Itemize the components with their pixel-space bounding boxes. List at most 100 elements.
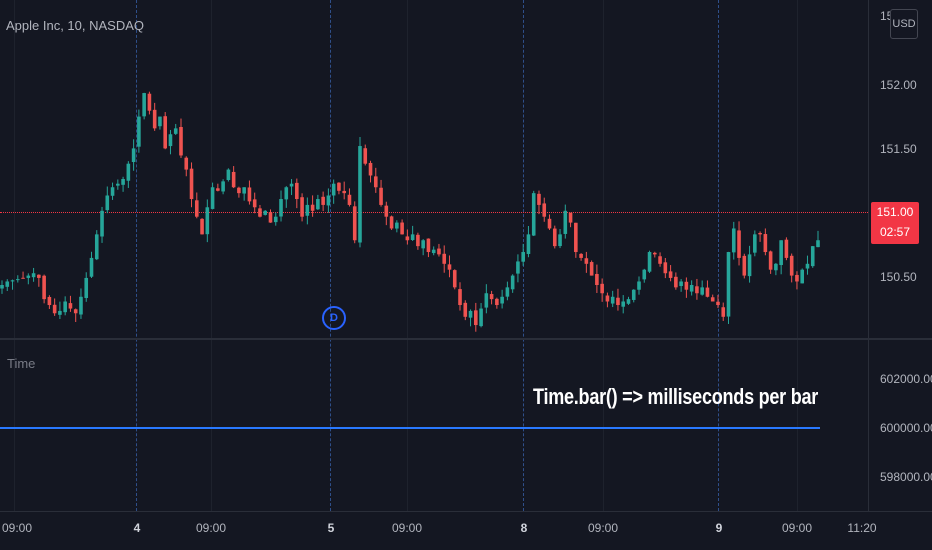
candle-body	[10, 280, 15, 282]
candle-body	[574, 222, 578, 253]
candle-body	[273, 216, 278, 223]
candle-body	[468, 310, 473, 318]
candle-body	[605, 295, 610, 302]
candle-body	[121, 179, 125, 185]
candle-body	[379, 187, 383, 205]
indicator-line[interactable]	[0, 427, 820, 429]
candle-body	[94, 234, 99, 260]
price-label: 151.50	[880, 142, 917, 156]
candle-body	[516, 261, 520, 274]
candle-body	[158, 116, 162, 127]
candle-body	[610, 296, 615, 304]
candle-body	[479, 308, 483, 327]
candle-body	[21, 277, 25, 279]
currency-button[interactable]: USD	[890, 9, 918, 39]
candle-body	[526, 234, 531, 254]
candle-body	[289, 183, 294, 187]
time-axis-label: 9	[715, 521, 723, 535]
candle-body	[505, 287, 510, 297]
candle-body	[584, 258, 589, 264]
candle-body	[674, 276, 678, 288]
candle-body	[268, 212, 273, 223]
time-axis-label: 09:00	[195, 521, 227, 535]
candle-body	[542, 203, 547, 217]
candle-body	[221, 181, 225, 192]
candlestick-series[interactable]	[0, 0, 868, 338]
candle-body	[689, 285, 694, 292]
candle-body	[126, 163, 131, 181]
candle-body	[205, 207, 210, 235]
candle-body	[200, 218, 204, 235]
candle-body	[305, 204, 310, 216]
candle-body	[626, 299, 631, 304]
pane-separator[interactable]	[0, 338, 932, 340]
candle-body	[600, 283, 604, 294]
candle-body	[179, 126, 183, 156]
candle-body	[52, 304, 57, 314]
indicator-scale-label: 598000.00	[880, 470, 932, 484]
candle-body	[210, 187, 215, 209]
candle-body	[552, 228, 557, 247]
price-label: 150.50	[880, 270, 917, 284]
candle-body	[779, 240, 783, 266]
candle-body	[537, 193, 541, 205]
time-axis-label: 09:00	[781, 521, 813, 535]
candle-body	[42, 275, 46, 300]
last-price-line	[0, 212, 868, 213]
candle-body	[321, 196, 325, 205]
candle-body	[400, 222, 404, 235]
candle-body	[194, 200, 199, 217]
candle-body	[784, 239, 789, 258]
candle-body	[389, 216, 394, 229]
candle-body	[231, 171, 236, 188]
candle-body	[137, 116, 141, 147]
candle-body	[347, 194, 352, 205]
symbol-title[interactable]: Apple Inc, 10, NASDAQ	[6, 18, 145, 33]
candle-body	[731, 228, 736, 253]
candle-body	[774, 263, 778, 271]
candle-body	[495, 298, 499, 306]
time-axis-label: 8	[520, 521, 528, 535]
candle-body	[568, 212, 573, 223]
candle-body	[810, 246, 815, 267]
indicator-title[interactable]: Time	[7, 356, 36, 371]
dividend-marker[interactable]: D	[322, 306, 346, 330]
candle-body	[368, 162, 373, 176]
candle-body	[416, 234, 420, 247]
candle-body	[58, 310, 62, 315]
time-axis-label: 09:00	[391, 521, 423, 535]
last-price-value: 151.00	[876, 205, 914, 219]
candle-body	[726, 252, 731, 317]
candle-body	[437, 248, 441, 255]
bar-countdown: 02:57	[879, 225, 911, 239]
candle-body	[684, 281, 689, 290]
candle-body	[263, 210, 268, 215]
time-axis-label: 4	[133, 521, 141, 535]
candle-body	[579, 253, 583, 258]
candle-body	[5, 281, 10, 287]
candle-body	[705, 287, 710, 297]
candle-body	[737, 230, 741, 258]
candle-body	[700, 287, 704, 295]
candle-body	[163, 116, 167, 149]
candle-body	[531, 193, 536, 236]
candle-body	[753, 234, 757, 253]
candle-body	[342, 190, 346, 194]
candle-body	[816, 240, 820, 248]
candle-body	[142, 93, 146, 117]
candle-body	[395, 222, 399, 229]
candle-body	[742, 255, 747, 276]
candle-body	[79, 296, 83, 315]
candle-body	[763, 234, 768, 253]
candle-body	[442, 253, 447, 264]
candle-body	[642, 269, 647, 280]
candle-body	[679, 281, 683, 287]
candle-body	[173, 128, 178, 134]
candle-body	[89, 257, 94, 277]
candle-body	[73, 309, 78, 314]
candle-body	[695, 286, 699, 294]
candle-body	[421, 240, 425, 249]
candle-body	[616, 297, 620, 306]
candle-body	[258, 208, 262, 217]
candle-body	[47, 296, 52, 306]
